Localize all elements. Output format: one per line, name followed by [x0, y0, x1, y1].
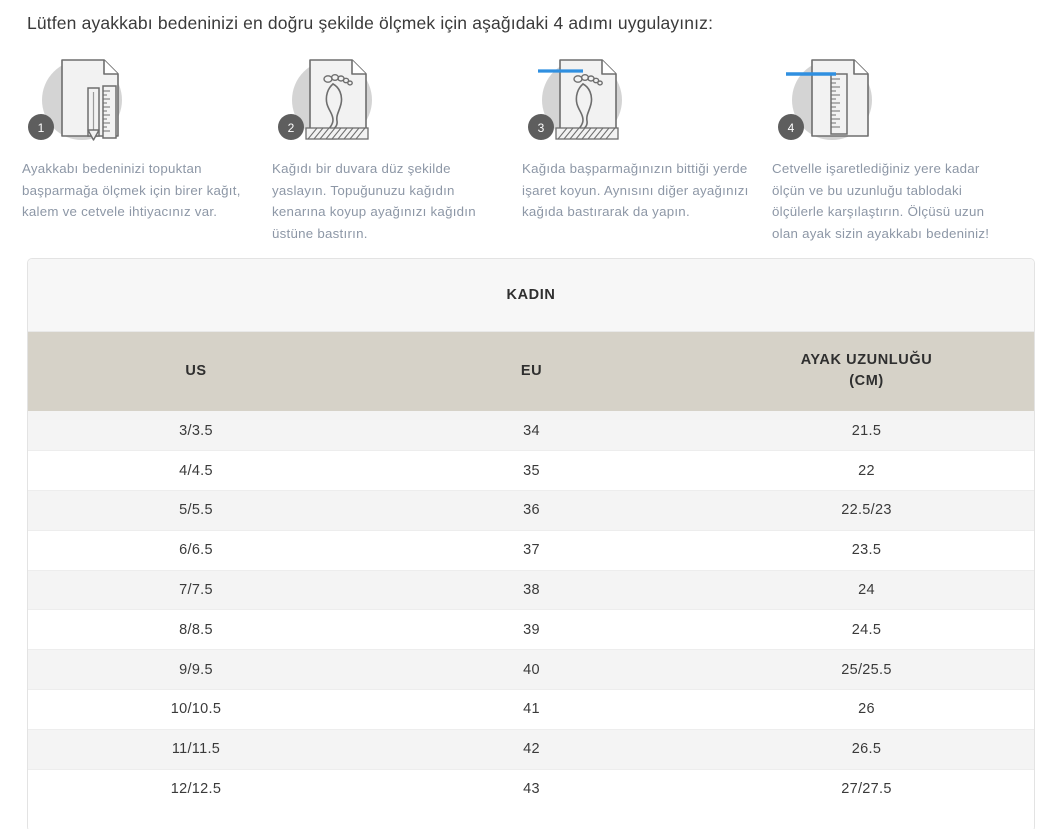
cell-eu: 39 — [364, 609, 699, 651]
cell-foot: 22.5/23 — [698, 490, 1034, 531]
cell-us: 7/7.5 — [28, 570, 364, 611]
cell-foot: 21.5 — [698, 411, 1034, 452]
column-header-foot-length-line2: (CM) — [849, 373, 884, 390]
cell-eu: 38 — [364, 570, 699, 611]
cell-eu: 37 — [364, 530, 699, 571]
table-row: 8/8.5 39 24.5 — [28, 609, 1034, 651]
cell-eu: 35 — [364, 450, 699, 492]
paper-ruler-measure-icon: 4 — [776, 48, 886, 146]
cell-foot: 27/27.5 — [698, 769, 1034, 809]
step-2-description: Kağıdı bir duvara düz şekilde yaslayın. … — [272, 161, 476, 241]
cell-foot: 26 — [698, 689, 1034, 730]
cell-foot: 24 — [698, 570, 1034, 611]
step-4-description: Cetvelle işaretlediğiniz yere kadar ölçü… — [772, 161, 990, 241]
table-row: 12/12.5 43 27/27.5 — [28, 769, 1034, 809]
table-bottom-spacer — [28, 808, 1034, 829]
cell-foot: 22 — [698, 450, 1034, 492]
cell-us: 5/5.5 — [28, 490, 364, 531]
table-row: 9/9.5 40 25/25.5 — [28, 649, 1034, 691]
column-header-foot-length: AYAK UZUNLUĞU (CM) — [698, 331, 1034, 411]
step-badge-number-4: 4 — [788, 121, 795, 135]
paper-pencil-ruler-icon: 1 — [26, 48, 136, 146]
cell-foot: 23.5 — [698, 530, 1034, 571]
table-row: 5/5.5 36 22.5/23 — [28, 490, 1034, 531]
cell-us: 6/6.5 — [28, 530, 364, 571]
table-row: 7/7.5 38 24 — [28, 570, 1034, 611]
step-badge-number-3: 3 — [538, 121, 545, 135]
step-badge-number-2: 2 — [288, 121, 295, 135]
cell-eu: 43 — [364, 769, 699, 809]
step-2: 2 Kağıdı bir duvara düz şekilde yaslayın… — [272, 48, 522, 244]
table-row: 10/10.5 41 26 — [28, 689, 1034, 730]
steps-row: 1 Ayakkabı bedeninizi topuktan başparmağ… — [22, 48, 1022, 244]
cell-eu: 41 — [364, 689, 699, 730]
step-badge-number-1: 1 — [38, 121, 45, 135]
cell-us: 10/10.5 — [28, 689, 364, 730]
column-header-eu: EU — [364, 331, 699, 411]
cell-eu: 34 — [364, 411, 699, 452]
cell-foot: 25/25.5 — [698, 649, 1034, 691]
cell-eu: 36 — [364, 490, 699, 531]
page-title: Lütfen ayakkabı bedeninizi en doğru şeki… — [27, 13, 714, 33]
size-chart-table: KADIN US EU AYAK UZUNLUĞU (CM) 3/3.5 34 … — [27, 258, 1035, 829]
step-4: 4 Cetvelle işaretlediğiniz yere kadar öl… — [772, 48, 1022, 244]
cell-foot: 24.5 — [698, 609, 1034, 651]
table-header-row: US EU AYAK UZUNLUĞU (CM) — [28, 331, 1034, 411]
paper-footprint-marked-icon: 3 — [526, 48, 636, 146]
cell-us: 9/9.5 — [28, 649, 364, 691]
step-3: 3 Kağıda başparmağınızın bittiği yerde i… — [522, 48, 772, 244]
step-1: 1 Ayakkabı bedeninizi topuktan başparmağ… — [22, 48, 272, 244]
cell-foot: 26.5 — [698, 729, 1034, 770]
column-header-us: US — [28, 331, 364, 411]
step-1-description: Ayakkabı bedeninizi topuktan başparmağa … — [22, 161, 241, 219]
cell-us: 3/3.5 — [28, 411, 364, 452]
step-3-description: Kağıda başparmağınızın bittiği yerde işa… — [522, 161, 749, 219]
table-row: 6/6.5 37 23.5 — [28, 530, 1034, 571]
table-row: 4/4.5 35 22 — [28, 450, 1034, 492]
column-header-foot-length-line1: AYAK UZUNLUĞU — [800, 352, 933, 369]
cell-us: 11/11.5 — [28, 729, 364, 770]
table-title: KADIN — [28, 259, 1034, 332]
table-row: 11/11.5 42 26.5 — [28, 729, 1034, 770]
paper-footprint-icon: 2 — [276, 48, 386, 146]
cell-us: 8/8.5 — [28, 609, 364, 651]
cell-eu: 40 — [364, 649, 699, 691]
table-row: 3/3.5 34 21.5 — [28, 411, 1034, 452]
table-title-row: KADIN — [28, 259, 1034, 332]
cell-us: 4/4.5 — [28, 450, 364, 492]
cell-eu: 42 — [364, 729, 699, 770]
cell-us: 12/12.5 — [28, 769, 364, 809]
